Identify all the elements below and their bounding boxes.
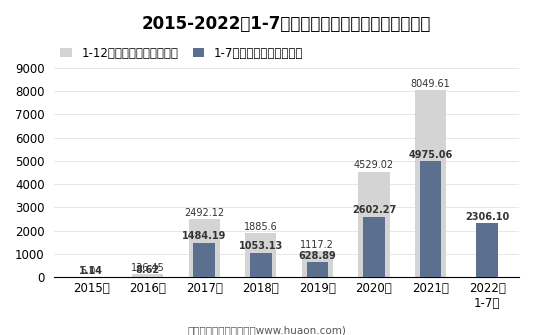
Bar bbox=[476, 223, 498, 277]
Bar bbox=[420, 161, 441, 277]
Text: 1885.6: 1885.6 bbox=[244, 222, 278, 232]
Text: 1117.2: 1117.2 bbox=[301, 240, 334, 250]
Text: 制图：华经产业研究院（www.huaon.com): 制图：华经产业研究院（www.huaon.com) bbox=[187, 325, 347, 335]
Text: 4529.02: 4529.02 bbox=[354, 160, 394, 171]
Text: 1053.13: 1053.13 bbox=[239, 241, 283, 251]
Bar bbox=[189, 219, 220, 277]
Bar bbox=[415, 90, 446, 277]
Bar bbox=[193, 243, 215, 277]
Text: 628.89: 628.89 bbox=[299, 251, 336, 261]
Text: 8.62: 8.62 bbox=[136, 266, 160, 275]
Bar bbox=[302, 251, 333, 277]
Bar bbox=[250, 253, 271, 277]
Text: 1484.19: 1484.19 bbox=[182, 231, 226, 241]
Legend: 1-12月期货成交量（万手）, 1-7月期货成交量（万手）: 1-12月期货成交量（万手）, 1-7月期货成交量（万手） bbox=[60, 47, 303, 60]
Bar bbox=[363, 217, 384, 277]
Text: 5.04: 5.04 bbox=[80, 266, 102, 276]
Text: 8049.61: 8049.61 bbox=[411, 79, 450, 88]
Bar bbox=[307, 262, 328, 277]
Text: 2492.12: 2492.12 bbox=[184, 208, 224, 218]
Text: 2602.27: 2602.27 bbox=[352, 205, 396, 215]
Bar bbox=[245, 233, 277, 277]
Text: 2306.10: 2306.10 bbox=[465, 212, 509, 222]
Text: 136.45: 136.45 bbox=[131, 263, 164, 273]
Bar bbox=[132, 274, 163, 277]
Title: 2015-2022年1-7月郑州商品交易所锰硅期货成交量: 2015-2022年1-7月郑州商品交易所锰硅期货成交量 bbox=[142, 15, 431, 33]
Text: 4975.06: 4975.06 bbox=[409, 150, 453, 160]
Text: 1.14: 1.14 bbox=[79, 266, 103, 276]
Bar bbox=[358, 172, 389, 277]
